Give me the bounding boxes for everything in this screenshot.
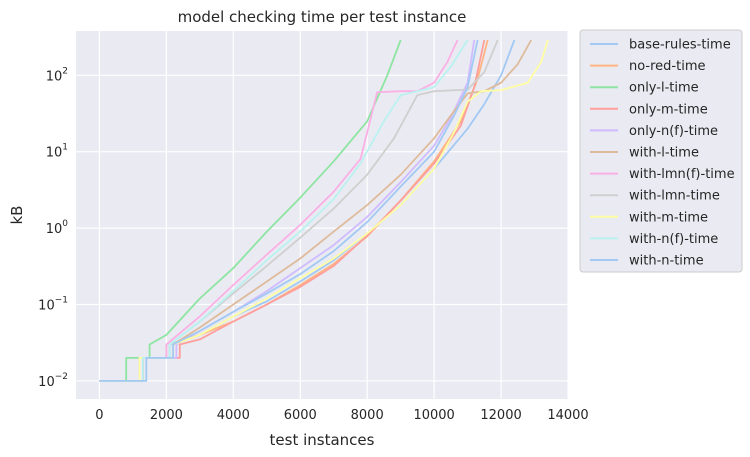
legend-label: with-lmn-time	[629, 189, 720, 204]
x-tick-label: 2000	[150, 408, 183, 423]
series-line-10	[99, 39, 479, 382]
legend-label: with-n(f)-time	[629, 232, 718, 247]
y-tick-label: 102	[46, 66, 68, 84]
y-tick-label: 101	[46, 143, 68, 161]
x-tick-label: 12000	[480, 408, 521, 423]
x-tick-label: 4000	[217, 408, 250, 423]
x-axis-label: test instances	[270, 431, 375, 449]
grid	[76, 31, 569, 399]
legend-label: only-m-time	[629, 102, 708, 117]
y-tick-label: 10−1	[38, 296, 68, 314]
series-layer	[99, 39, 549, 382]
y-tick-labels: 10−2 10−1 100 101 102	[38, 66, 68, 390]
legend-frame	[579, 29, 743, 273]
x-tick-label: 6000	[284, 408, 317, 423]
legend-label: only-n(f)-time	[629, 124, 718, 139]
legend-label: only-l-time	[629, 81, 699, 96]
x-tick-label: 14000	[547, 408, 588, 423]
x-tick-label: 10000	[413, 408, 454, 423]
legend: base-rules-time no-red-time only-l-time onl…	[579, 29, 743, 273]
plot-background	[76, 31, 568, 399]
chart-title: model checking time per test instance	[178, 8, 467, 26]
legend-label: with-n-time	[629, 254, 704, 269]
x-tick-labels: 0 2000 4000 6000 8000 10000 12000 14000	[95, 408, 588, 423]
legend-label: base-rules-time	[629, 38, 731, 53]
legend-label: with-m-time	[629, 210, 708, 225]
y-axis-label: kB	[8, 206, 26, 225]
x-tick-label: 8000	[351, 408, 384, 423]
x-tick-label: 0	[95, 408, 103, 423]
legend-label: with-lmn(f)-time	[629, 167, 735, 182]
y-tick-label: 100	[46, 219, 69, 237]
legend-label: no-red-time	[629, 59, 706, 74]
legend-label: with-l-time	[629, 146, 699, 161]
y-tick-label: 10−2	[38, 372, 68, 390]
series-line-2	[99, 39, 402, 382]
